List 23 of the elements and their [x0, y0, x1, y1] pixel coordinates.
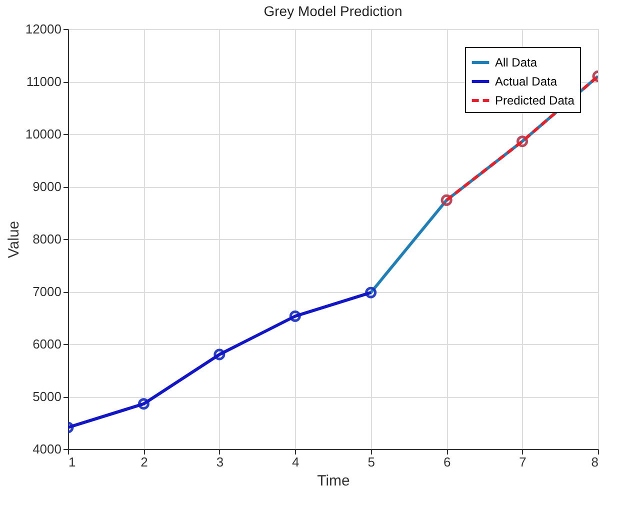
y-tick-label: 7000	[32, 284, 62, 299]
legend-label: Predicted Data	[495, 94, 575, 108]
x-tick-label: 4	[292, 454, 300, 470]
x-tick-label: 1	[68, 454, 76, 470]
legend-label: All Data	[495, 56, 538, 70]
legend-label: Actual Data	[495, 74, 558, 88]
x-axis-title: Time	[317, 472, 350, 490]
x-tick-label: 7	[519, 454, 526, 470]
x-tick-label: 3	[216, 454, 224, 470]
y-tick-label: 10000	[25, 126, 62, 142]
y-tick-label: 9000	[32, 179, 62, 194]
x-tick-label: 8	[591, 454, 598, 470]
x-tick-label: 5	[368, 454, 375, 470]
y-tick-label: 11000	[26, 74, 62, 89]
x-tick-label: 2	[140, 454, 148, 470]
y-tick-label: 12000	[25, 22, 62, 36]
x-tick-label: 6	[443, 454, 451, 470]
y-tick-label: 5000	[32, 389, 62, 404]
y-axis-title: Value	[5, 220, 22, 258]
y-tick-label: 6000	[32, 336, 62, 352]
y-tick-label: 4000	[32, 442, 62, 456]
y-tick-label: 8000	[32, 232, 62, 246]
chart-title: Grey Model Prediction	[264, 3, 402, 19]
